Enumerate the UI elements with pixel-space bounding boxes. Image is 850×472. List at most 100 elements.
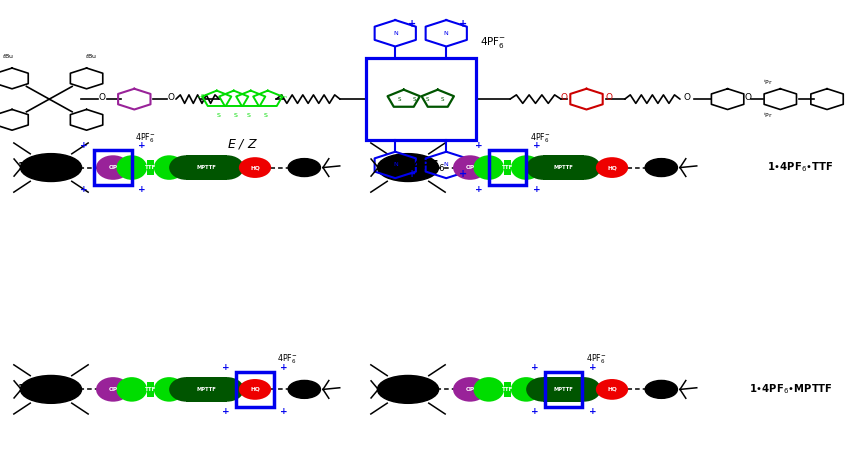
Text: +: + [408, 19, 416, 29]
Text: $t$Bu: $t$Bu [85, 52, 97, 60]
Text: S: S [264, 113, 268, 118]
Bar [543, 377, 584, 402]
Ellipse shape [169, 377, 203, 402]
Text: TTF: TTF [144, 387, 156, 392]
Text: TTF: TTF [144, 165, 156, 170]
Text: MPTTF: MPTTF [196, 387, 217, 392]
Text: +: + [533, 185, 540, 194]
Text: $^i$Pr: $^i$Pr [762, 111, 773, 120]
Text: $t$Bu: $t$Bu [2, 52, 14, 60]
Text: MPTTF: MPTTF [196, 165, 217, 170]
Text: MPTTF: MPTTF [553, 165, 574, 170]
Ellipse shape [210, 377, 244, 402]
Bar [186, 155, 227, 180]
Bar [147, 382, 154, 397]
Text: 4PF$_6^{-}$: 4PF$_6^{-}$ [135, 131, 156, 144]
Text: 1•4PF$_6$•HQ: 1•4PF$_6$•HQ [17, 383, 80, 396]
Ellipse shape [210, 155, 244, 180]
Text: O: O [167, 93, 174, 102]
Text: OP: OP [109, 387, 117, 392]
Text: S: S [234, 113, 237, 118]
Text: 4PF$_6^{-}$: 4PF$_6^{-}$ [530, 131, 550, 144]
Text: OP: OP [466, 387, 474, 392]
Ellipse shape [377, 375, 439, 404]
Ellipse shape [116, 155, 147, 180]
Text: $^i$Pr: $^i$Pr [762, 78, 773, 87]
Text: S: S [412, 97, 416, 101]
Ellipse shape [20, 153, 82, 182]
Text: +: + [223, 362, 230, 372]
Text: 1•4PF$_6$•MPTTF: 1•4PF$_6$•MPTTF [750, 382, 833, 396]
Ellipse shape [239, 157, 271, 178]
Ellipse shape [154, 155, 184, 180]
Text: TTF: TTF [502, 387, 513, 392]
Text: O: O [745, 93, 751, 102]
Ellipse shape [645, 159, 677, 177]
Ellipse shape [526, 155, 560, 180]
Ellipse shape [596, 157, 628, 178]
Text: 1•4PF$_6$: 1•4PF$_6$ [396, 159, 445, 174]
Ellipse shape [239, 379, 271, 400]
Bar [504, 160, 511, 175]
Ellipse shape [169, 155, 203, 180]
Text: $E$ / $Z$: $E$ / $Z$ [227, 137, 258, 151]
Text: +: + [531, 362, 538, 372]
Text: +: + [81, 141, 88, 150]
Ellipse shape [453, 377, 487, 402]
Text: +: + [139, 185, 145, 194]
Ellipse shape [288, 159, 320, 177]
Text: +: + [459, 169, 468, 179]
Ellipse shape [645, 380, 677, 398]
Text: O: O [561, 93, 568, 102]
Text: N: N [444, 31, 449, 36]
Text: +: + [408, 169, 416, 179]
Text: 1•4PF$_6$•OP: 1•4PF$_6$•OP [17, 160, 79, 175]
Text: +: + [139, 141, 145, 150]
Text: N: N [393, 162, 398, 168]
Ellipse shape [596, 379, 628, 400]
Text: OP: OP [109, 165, 117, 170]
Text: 1•4PF$_6$•TTF: 1•4PF$_6$•TTF [767, 160, 833, 175]
Text: O: O [605, 93, 612, 102]
Ellipse shape [116, 377, 147, 402]
Text: +: + [589, 407, 596, 416]
Text: TTF: TTF [502, 165, 513, 170]
Text: S: S [217, 113, 220, 118]
Ellipse shape [511, 377, 541, 402]
Text: +: + [280, 407, 287, 416]
Text: 4PF$_6^{-}$: 4PF$_6^{-}$ [480, 35, 507, 50]
Ellipse shape [154, 377, 184, 402]
Text: N: N [444, 162, 449, 168]
Text: N: N [393, 31, 398, 36]
Bar [186, 377, 227, 402]
Ellipse shape [377, 153, 439, 182]
Bar [504, 382, 511, 397]
Text: S: S [440, 97, 444, 101]
Text: +: + [531, 407, 538, 416]
Text: 4PF$_6^{-}$: 4PF$_6^{-}$ [586, 353, 606, 366]
Text: $_m$S: $_m$S [197, 93, 206, 101]
Ellipse shape [567, 155, 601, 180]
Ellipse shape [20, 375, 82, 404]
Ellipse shape [511, 155, 541, 180]
Text: S$_m$: S$_m$ [279, 93, 287, 101]
Text: +: + [475, 185, 482, 194]
Text: O: O [99, 93, 105, 102]
Ellipse shape [288, 380, 320, 398]
Text: O: O [683, 93, 690, 102]
Text: OP: OP [466, 165, 474, 170]
Text: +: + [589, 362, 596, 372]
Text: +: + [223, 407, 230, 416]
Text: HQ: HQ [607, 387, 617, 392]
Text: +: + [81, 185, 88, 194]
Text: MPTTF: MPTTF [553, 387, 574, 392]
Text: HQ: HQ [250, 387, 260, 392]
Ellipse shape [473, 155, 504, 180]
Bar [543, 155, 584, 180]
Ellipse shape [96, 155, 130, 180]
Ellipse shape [473, 377, 504, 402]
Text: S: S [398, 97, 401, 101]
Text: +: + [459, 19, 468, 29]
Bar [147, 160, 154, 175]
Text: HQ: HQ [607, 165, 617, 170]
